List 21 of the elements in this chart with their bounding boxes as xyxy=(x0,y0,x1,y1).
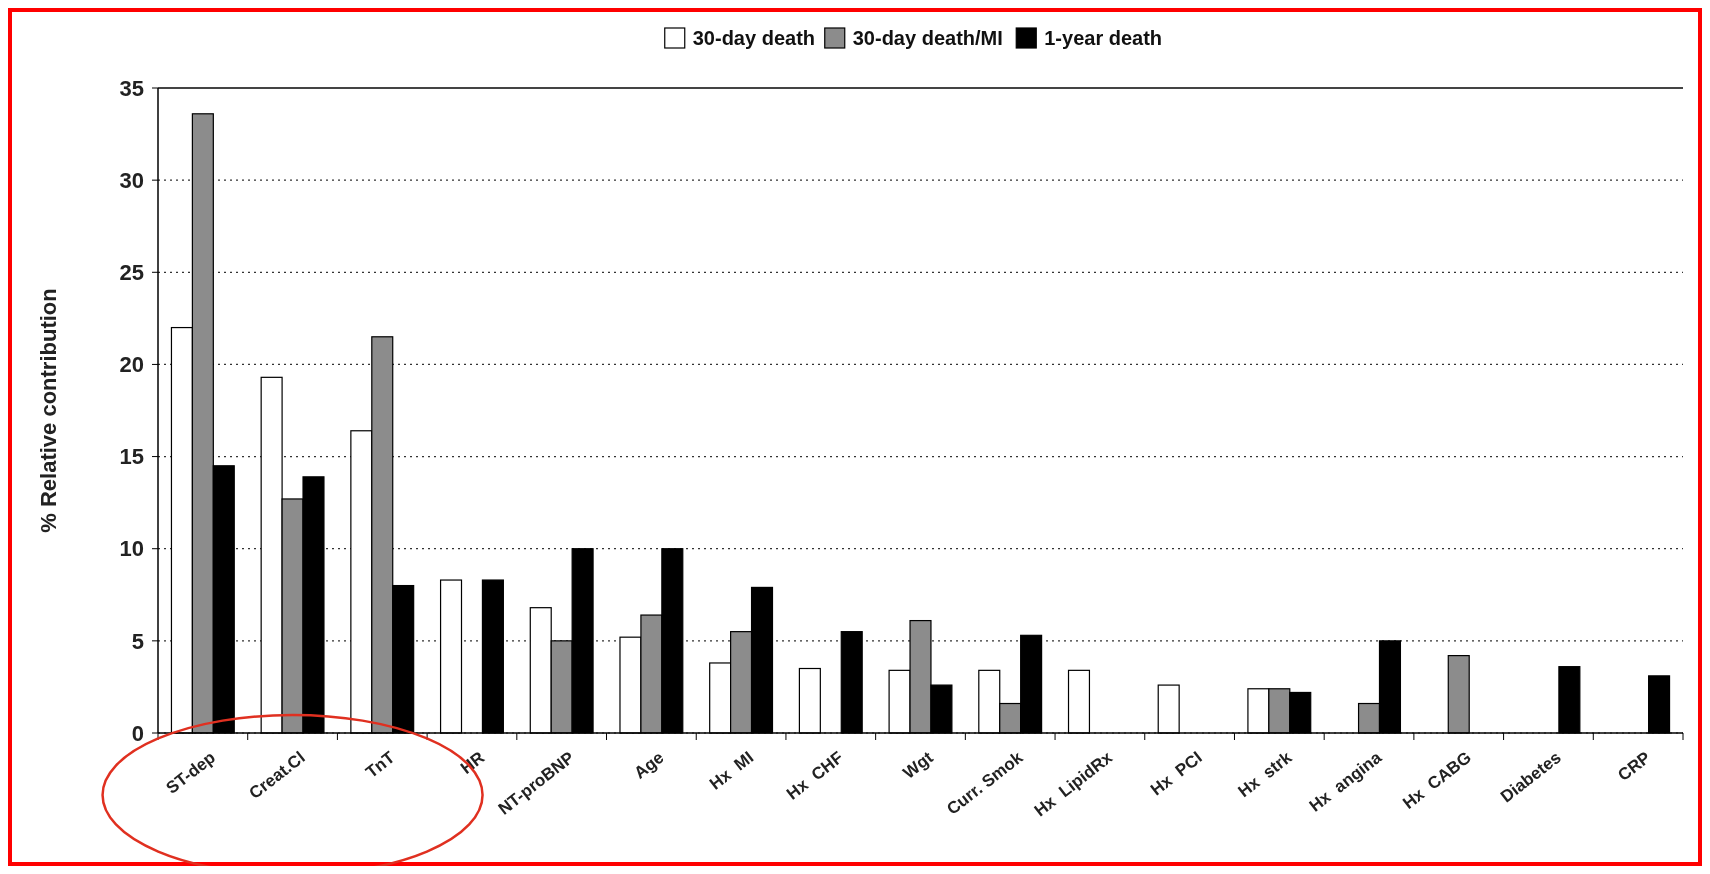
y-tick-label: 25 xyxy=(119,259,144,285)
y-tick-label: 10 xyxy=(119,536,144,562)
legend-label: 30-day death xyxy=(692,27,816,49)
x-tick-label: Hx strk xyxy=(1234,747,1296,802)
y-tick-label: 35 xyxy=(119,75,144,101)
legend-label: 30-day death/MI xyxy=(852,27,1003,49)
x-tick-label: Wgt xyxy=(899,747,937,783)
legend-label: 1-year death xyxy=(1044,27,1163,49)
y-tick-label: 15 xyxy=(119,444,144,470)
y-tick-label: 30 xyxy=(119,167,144,193)
x-tick-label: Hx MI xyxy=(706,747,758,794)
x-tick-label: TnT xyxy=(362,747,399,783)
x-tick-label: Hx CHF xyxy=(783,747,847,804)
x-tick-label: Hx PCI xyxy=(1147,747,1206,800)
x-tick-label: CRP xyxy=(1614,747,1655,785)
y-tick-label: 0 xyxy=(131,720,144,746)
y-tick-label: 5 xyxy=(131,628,144,654)
x-tick-label: Age xyxy=(630,747,668,783)
x-tick-label: HR xyxy=(457,747,489,778)
y-tick-label: 20 xyxy=(119,352,144,378)
y-axis-title: % Relative contribution xyxy=(36,288,61,533)
